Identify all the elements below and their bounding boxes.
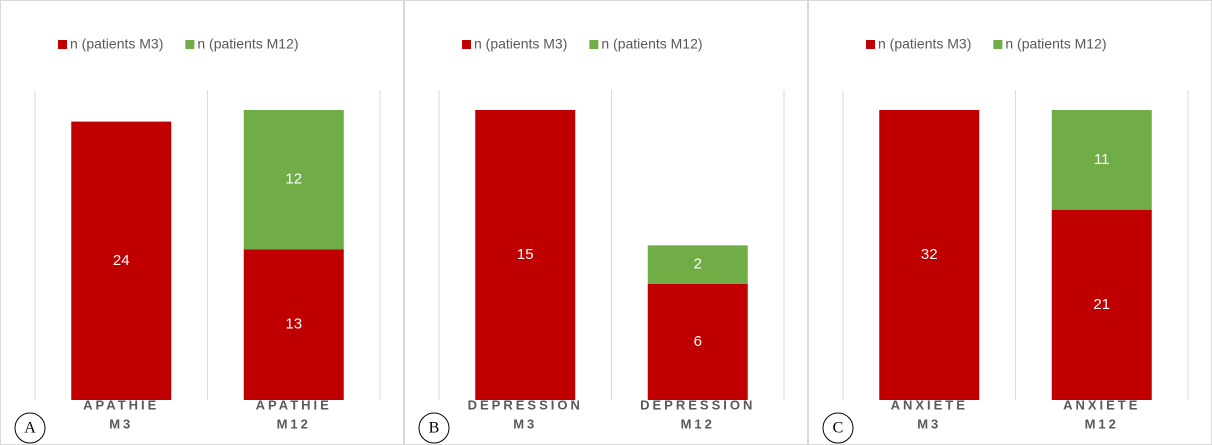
panel-letter: C (833, 420, 844, 437)
value-label: 32 (921, 246, 938, 263)
panel-letter: A (24, 420, 36, 437)
legend-swatch (866, 40, 875, 49)
category-label: M3 (109, 416, 133, 431)
panel-letter-circle (14, 412, 46, 444)
category-label: ANXIÉTÉ (1063, 397, 1140, 412)
legend-label: n (patients M12) (197, 36, 298, 52)
bar-segment (647, 284, 748, 400)
category-label: DÉPRESSION (640, 397, 755, 412)
bar-segment (243, 249, 344, 400)
bar-segment (243, 110, 344, 250)
bar-segment (475, 110, 576, 400)
value-label: 12 (285, 171, 302, 188)
category-label: ANXIÉTÉ (891, 397, 968, 412)
legend-swatch (993, 40, 1003, 49)
panel-letter-circle (822, 412, 854, 444)
legend-label: n (patients M12) (1005, 36, 1106, 52)
bar-segment (647, 245, 748, 284)
legend-swatch (185, 40, 195, 49)
value-label: 15 (517, 246, 534, 263)
legend-swatch (462, 40, 471, 49)
panel-letter-circle (418, 412, 450, 444)
value-label: 6 (694, 333, 702, 350)
category-label: APATHIE (83, 397, 159, 412)
value-label: 2 (694, 256, 702, 273)
value-label: 11 (1094, 151, 1110, 168)
category-label: M12 (1085, 416, 1119, 431)
value-label: 24 (113, 252, 130, 269)
bar-segment (1051, 110, 1152, 210)
legend-label: n (patients M3) (70, 36, 163, 52)
bar-segment (879, 110, 980, 400)
legend-swatch (589, 40, 599, 49)
legend-label: n (patients M3) (878, 36, 971, 52)
category-label: M3 (513, 416, 537, 431)
legend-label: n (patients M3) (474, 36, 567, 52)
category-label: APATHIE (256, 397, 332, 412)
bar-segment (71, 121, 172, 400)
category-label: DÉPRESSION (468, 397, 583, 412)
panel-letter: B (429, 420, 440, 437)
category-label: M12 (277, 416, 311, 431)
category-label: M3 (917, 416, 941, 431)
legend-label: n (patients M12) (601, 36, 702, 52)
bar-segment (1051, 209, 1152, 400)
category-label: M12 (681, 416, 715, 431)
value-label: 21 (1093, 296, 1110, 313)
value-label: 13 (285, 316, 302, 333)
legend-swatch (58, 40, 67, 49)
